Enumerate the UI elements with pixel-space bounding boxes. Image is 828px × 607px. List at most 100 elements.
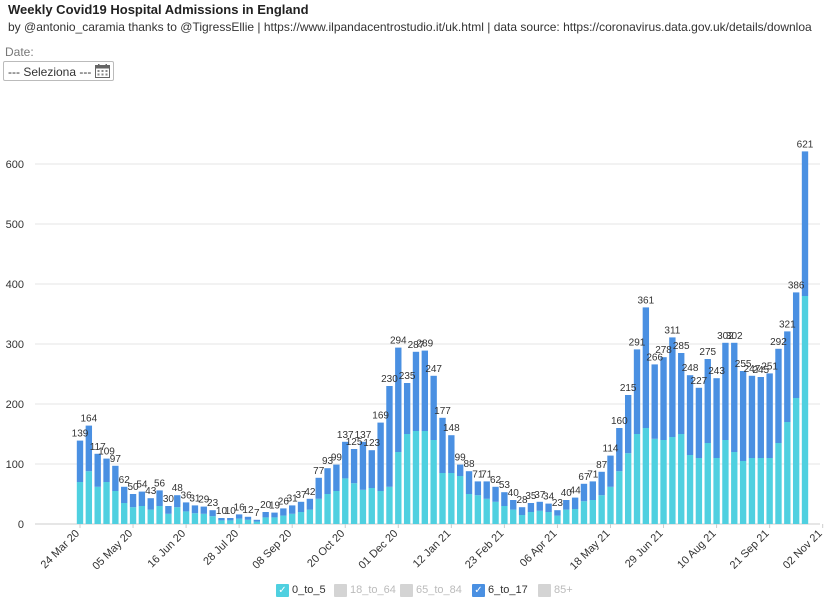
bar-0_to_5[interactable] <box>704 443 711 524</box>
bar-0_to_5[interactable] <box>731 452 738 524</box>
bar-0_to_5[interactable] <box>218 520 225 524</box>
bar-6_to_17[interactable] <box>85 425 93 472</box>
bar-6_to_17[interactable] <box>492 486 499 502</box>
bar-0_to_5[interactable] <box>616 471 623 524</box>
bar-0_to_5[interactable] <box>792 398 800 524</box>
bar-0_to_5[interactable] <box>669 437 676 524</box>
checkbox-unchecked-icon[interactable] <box>538 584 551 597</box>
bar-6_to_17[interactable] <box>448 435 455 473</box>
bar-0_to_5[interactable] <box>85 471 93 524</box>
bar-0_to_5[interactable] <box>403 434 411 524</box>
bar-0_to_5[interactable] <box>191 513 199 524</box>
bar-0_to_5[interactable] <box>589 500 596 524</box>
bar-6_to_17[interactable] <box>474 481 482 496</box>
bar-0_to_5[interactable] <box>147 509 154 524</box>
bar-0_to_5[interactable] <box>368 488 375 524</box>
bar-6_to_17[interactable] <box>784 331 791 422</box>
bar-6_to_17[interactable] <box>350 449 358 484</box>
bar-0_to_5[interactable] <box>439 473 446 524</box>
bar-0_to_5[interactable] <box>227 520 234 524</box>
bar-6_to_17[interactable] <box>333 464 340 491</box>
bar-0_to_5[interactable] <box>121 503 128 524</box>
bar-0_to_5[interactable] <box>253 521 261 524</box>
bar-0_to_5[interactable] <box>324 494 331 524</box>
bar-6_to_17[interactable] <box>76 440 84 482</box>
bar-6_to_17[interactable] <box>748 375 756 458</box>
bar-0_to_5[interactable] <box>624 453 632 524</box>
bar-6_to_17[interactable] <box>589 481 596 500</box>
bar-6_to_17[interactable] <box>510 500 517 510</box>
bar-6_to_17[interactable] <box>695 387 703 458</box>
bar-6_to_17[interactable] <box>633 349 641 434</box>
bar-0_to_5[interactable] <box>271 517 278 524</box>
bar-0_to_5[interactable] <box>138 506 146 524</box>
bar-0_to_5[interactable] <box>395 452 402 524</box>
bar-6_to_17[interactable] <box>235 514 243 519</box>
bar-6_to_17[interactable] <box>616 428 623 472</box>
bar-0_to_5[interactable] <box>801 296 809 524</box>
bar-0_to_5[interactable] <box>76 482 84 524</box>
bar-6_to_17[interactable] <box>156 490 163 506</box>
bar-6_to_17[interactable] <box>731 342 738 452</box>
bar-0_to_5[interactable] <box>686 455 694 524</box>
bar-0_to_5[interactable] <box>527 512 535 524</box>
bar-0_to_5[interactable] <box>492 501 499 524</box>
bar-6_to_17[interactable] <box>518 507 526 515</box>
bar-6_to_17[interactable] <box>792 292 800 398</box>
bar-6_to_17[interactable] <box>766 373 773 458</box>
bar-0_to_5[interactable] <box>342 478 349 524</box>
bar-6_to_17[interactable] <box>209 510 216 517</box>
bar-0_to_5[interactable] <box>571 509 579 524</box>
bar-6_to_17[interactable] <box>669 337 676 437</box>
bar-0_to_5[interactable] <box>748 458 756 524</box>
bar-6_to_17[interactable] <box>253 519 261 522</box>
bar-0_to_5[interactable] <box>695 458 703 524</box>
bar-6_to_17[interactable] <box>713 378 720 458</box>
bar-6_to_17[interactable] <box>775 348 782 443</box>
bar-6_to_17[interactable] <box>103 458 110 482</box>
bar-6_to_17[interactable] <box>563 500 570 510</box>
bar-0_to_5[interactable] <box>739 461 747 524</box>
bar-0_to_5[interactable] <box>465 494 473 524</box>
bar-0_to_5[interactable] <box>209 516 216 524</box>
bar-0_to_5[interactable] <box>94 486 101 524</box>
bar-0_to_5[interactable] <box>350 483 358 524</box>
bar-6_to_17[interactable] <box>271 512 278 518</box>
bar-6_to_17[interactable] <box>342 441 349 479</box>
bar-6_to_17[interactable] <box>739 371 747 461</box>
bar-6_to_17[interactable] <box>386 386 393 487</box>
bar-6_to_17[interactable] <box>94 453 101 487</box>
checkbox-unchecked-icon[interactable] <box>334 584 347 597</box>
bar-0_to_5[interactable] <box>448 473 455 524</box>
bar-0_to_5[interactable] <box>554 515 561 524</box>
bar-0_to_5[interactable] <box>235 518 243 524</box>
bar-0_to_5[interactable] <box>359 489 367 524</box>
bar-6_to_17[interactable] <box>244 516 252 520</box>
bar-0_to_5[interactable] <box>633 434 641 524</box>
bar-6_to_17[interactable] <box>218 518 225 521</box>
bar-6_to_17[interactable] <box>306 498 314 510</box>
bar-6_to_17[interactable] <box>757 377 764 458</box>
bar-0_to_5[interactable] <box>103 482 110 524</box>
bar-0_to_5[interactable] <box>784 422 791 524</box>
bar-0_to_5[interactable] <box>766 458 773 524</box>
bar-0_to_5[interactable] <box>722 440 729 524</box>
bar-0_to_5[interactable] <box>607 486 614 524</box>
bar-0_to_5[interactable] <box>536 510 543 524</box>
bar-0_to_5[interactable] <box>580 501 588 524</box>
bar-6_to_17[interactable] <box>165 506 172 514</box>
bar-6_to_17[interactable] <box>280 508 287 516</box>
bar-6_to_17[interactable] <box>801 151 809 296</box>
bar-6_to_17[interactable] <box>651 364 658 439</box>
bar-0_to_5[interactable] <box>315 498 322 524</box>
bar-0_to_5[interactable] <box>280 515 287 524</box>
bar-6_to_17[interactable] <box>174 495 181 508</box>
bar-6_to_17[interactable] <box>660 357 667 440</box>
bar-6_to_17[interactable] <box>227 518 234 521</box>
bar-6_to_17[interactable] <box>121 486 128 503</box>
bar-6_to_17[interactable] <box>624 395 632 454</box>
bar-0_to_5[interactable] <box>421 431 428 524</box>
bar-6_to_17[interactable] <box>138 491 146 506</box>
checkbox-unchecked-icon[interactable] <box>400 584 413 597</box>
bar-0_to_5[interactable] <box>518 515 526 524</box>
